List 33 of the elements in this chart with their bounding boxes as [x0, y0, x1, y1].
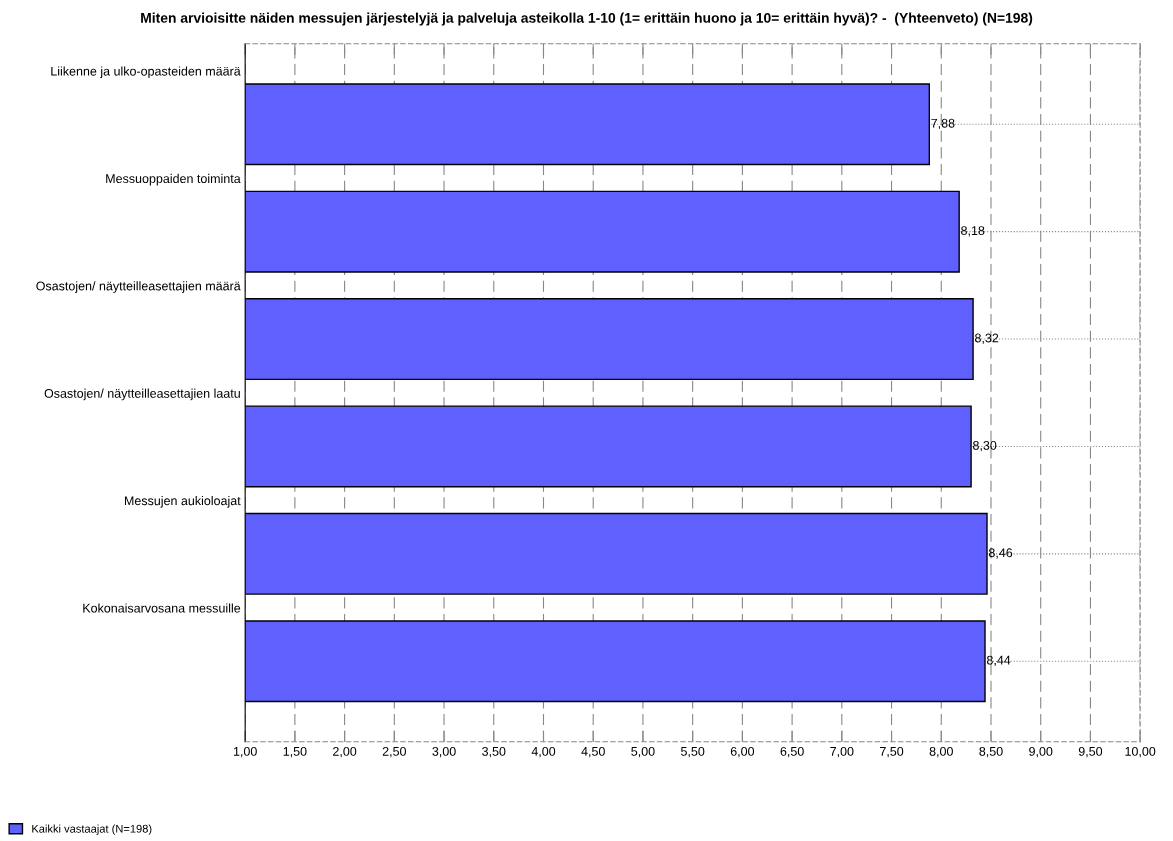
y-tick-label: Liikenne ja ulko-opasteiden määrä [51, 66, 241, 79]
x-tick-label: 7,50 [880, 746, 904, 758]
data-label: 8,32 [975, 333, 999, 344]
data-label: 7,88 [931, 118, 955, 130]
x-tick-label: 5,50 [680, 746, 705, 758]
data-label: 8,18 [961, 226, 985, 237]
x-tick-label: 1,50 [283, 746, 307, 758]
y-tick-label: Messujen aukioloajat [124, 496, 241, 508]
x-tick-label: 6,50 [780, 746, 804, 758]
y-tick-label: Osastojen/ näytteilleasettajien määrä [36, 281, 241, 293]
x-tick-label: 2,00 [333, 746, 357, 758]
x-tick-label: 7,00 [830, 746, 854, 758]
data-label: 8,46 [988, 548, 1013, 559]
data-label: 8,30 [973, 440, 997, 452]
chart-title: Miten arvioisitte näiden messujen järjestelyjä ja palveluja asteikolla 1-10 (1= erittäin huono ja 10= erittäin hyvä)? - (Yhteenveto) (N=198) [141, 12, 1033, 26]
x-tick-label: 6,00 [730, 746, 755, 758]
legend-label: Kaikki vastaajat (N=198) [32, 824, 152, 835]
x-tick-label: 9,50 [1078, 746, 1103, 758]
x-tick-label: 10,00 [1125, 746, 1156, 758]
x-tick-label: 4,00 [531, 746, 556, 758]
y-tick-label: Kokonaisarvosana messuille [83, 603, 241, 613]
x-tick-label: 5,00 [631, 746, 655, 758]
y-tick-label: Messuoppaiden toiminta [106, 173, 241, 186]
x-tick-label: 8,50 [979, 746, 1003, 758]
x-tick-label: 3,50 [482, 746, 506, 758]
y-tick-label: Osastojen/ näytteilleasettajien laatu [44, 388, 240, 401]
x-tick-label: 3,00 [432, 746, 456, 758]
x-tick-label: 1,00 [233, 746, 257, 758]
x-tick-label: 4,50 [581, 746, 605, 758]
x-tick-label: 2,50 [382, 746, 406, 758]
x-tick-label: 9,00 [1029, 746, 1053, 758]
data-label: 8,44 [986, 655, 1011, 667]
x-tick-label: 8,00 [929, 746, 953, 758]
